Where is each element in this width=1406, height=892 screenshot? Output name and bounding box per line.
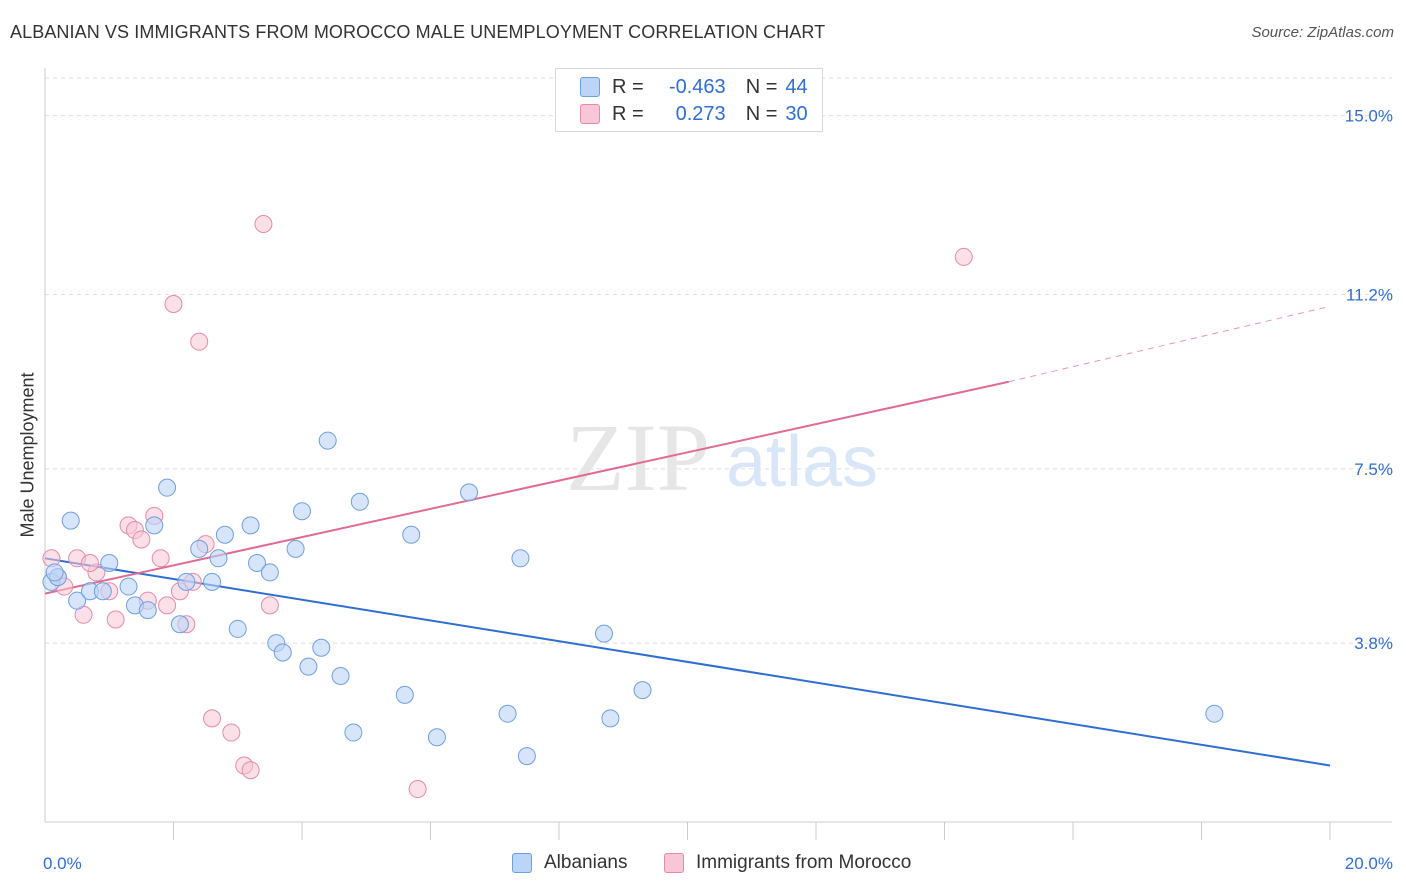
albanian-point — [93, 582, 112, 601]
morocco-point — [164, 295, 183, 314]
albanian-point — [45, 563, 64, 582]
morocco-point — [106, 610, 125, 629]
watermark-zip: ZIP — [566, 404, 710, 511]
n-label: N = — [745, 75, 778, 98]
legend-row-albanians: R = -0.463 N = 44 — [580, 74, 808, 100]
r-label: R = — [612, 75, 644, 98]
albanian-point — [138, 601, 157, 620]
albanian-point — [517, 747, 536, 766]
y-tick-label: 15.0% — [1345, 107, 1393, 126]
chart-title: ALBANIAN VS IMMIGRANTS FROM MOROCCO MALE… — [10, 22, 826, 42]
albanian-point — [190, 539, 209, 558]
morocco-point — [80, 554, 99, 573]
albanian-point — [402, 525, 421, 544]
morocco-legend-label: Immigrants from Morocco — [696, 852, 912, 873]
albanian-point — [293, 502, 311, 521]
morocco-point — [203, 709, 222, 728]
y-tick-label: 11.2% — [1346, 286, 1393, 305]
x-tick-label: 0.0% — [43, 854, 82, 873]
grid-lines — [45, 77, 1392, 644]
y-tick-label: 7.5% — [1354, 460, 1393, 479]
albanians-legend-label: Albanians — [544, 852, 628, 873]
albanian-point — [331, 667, 350, 686]
n-value: 44 — [785, 75, 808, 98]
morocco-point — [132, 530, 151, 549]
morocco-point — [408, 780, 427, 799]
morocco-swatch — [580, 104, 600, 124]
source-label: Source: ZipAtlas.com — [1251, 24, 1394, 41]
morocco-point — [190, 332, 209, 351]
albanian-point — [203, 572, 222, 591]
r-value: 0.273 — [675, 102, 726, 125]
albanian-point — [511, 549, 530, 568]
morocco-point — [222, 723, 241, 742]
morocco-point — [151, 549, 170, 568]
legend-row-morocco: R = 0.273 N = 30 — [580, 101, 808, 127]
albanian-point — [119, 577, 138, 596]
albanian-point — [299, 657, 318, 676]
albanian-point — [312, 638, 331, 657]
albanian-point — [100, 554, 119, 573]
albanians-trend-line — [44, 557, 1331, 767]
albanian-point — [460, 483, 479, 502]
albanians-legend-swatch — [512, 853, 532, 873]
albanian-point — [344, 723, 363, 742]
x-tick-label: 20.0% — [1345, 854, 1393, 873]
tick-labels: 3.8% 7.5% 11.2% 15.0% 0.0% 20.0% — [43, 107, 1393, 873]
watermark: ZIP atlas — [566, 404, 878, 511]
albanian-point — [427, 728, 446, 747]
morocco-points — [42, 214, 973, 799]
albanian-point — [145, 516, 164, 535]
morocco-point — [254, 214, 273, 233]
albanian-point — [594, 624, 613, 643]
n-value: 30 — [785, 102, 808, 125]
r-value: -0.463 — [668, 75, 726, 98]
r-label: R = — [612, 102, 644, 125]
morocco-trend-line — [44, 380, 1009, 595]
albanian-point — [395, 685, 414, 704]
n-label: N = — [745, 102, 778, 125]
morocco-point — [158, 596, 177, 615]
albanian-point — [633, 681, 652, 700]
albanian-point — [498, 704, 517, 723]
legend-item-morocco: Immigrants from Morocco — [664, 852, 911, 874]
y-axis-label: Male Unemployment — [17, 372, 38, 538]
albanian-point — [209, 549, 228, 568]
albanian-point — [170, 615, 189, 634]
albanian-point — [228, 619, 247, 638]
morocco-point — [954, 247, 973, 266]
series-legend: Albanians Immigrants from Morocco — [0, 852, 1406, 878]
albanian-points — [42, 431, 1224, 766]
morocco-trend-projection — [1008, 305, 1331, 383]
albanians-swatch — [580, 77, 600, 97]
albanian-point — [318, 431, 337, 450]
albanian-point — [68, 591, 87, 610]
stats-legend: R = -0.463 N = 44 R = 0.273 N = 30 — [555, 68, 823, 132]
albanian-point — [601, 709, 620, 728]
albanian-point — [215, 525, 234, 544]
albanian-point — [350, 492, 369, 511]
albanian-point — [177, 572, 196, 591]
albanian-point — [61, 511, 80, 530]
axes — [44, 68, 1392, 840]
morocco-point — [241, 761, 260, 780]
morocco-legend-swatch — [664, 853, 684, 873]
y-tick-label: 3.8% — [1354, 634, 1393, 653]
albanian-point — [1205, 704, 1224, 723]
albanian-point — [273, 643, 292, 662]
albanian-point — [286, 539, 305, 558]
legend-item-albanians: Albanians — [512, 852, 627, 874]
watermark-atlas: atlas — [726, 422, 878, 502]
albanian-point — [248, 554, 267, 573]
albanian-point — [241, 516, 260, 535]
morocco-point — [260, 596, 279, 615]
albanian-point — [260, 563, 279, 582]
trend-lines — [44, 305, 1331, 767]
albanian-point — [158, 478, 177, 497]
